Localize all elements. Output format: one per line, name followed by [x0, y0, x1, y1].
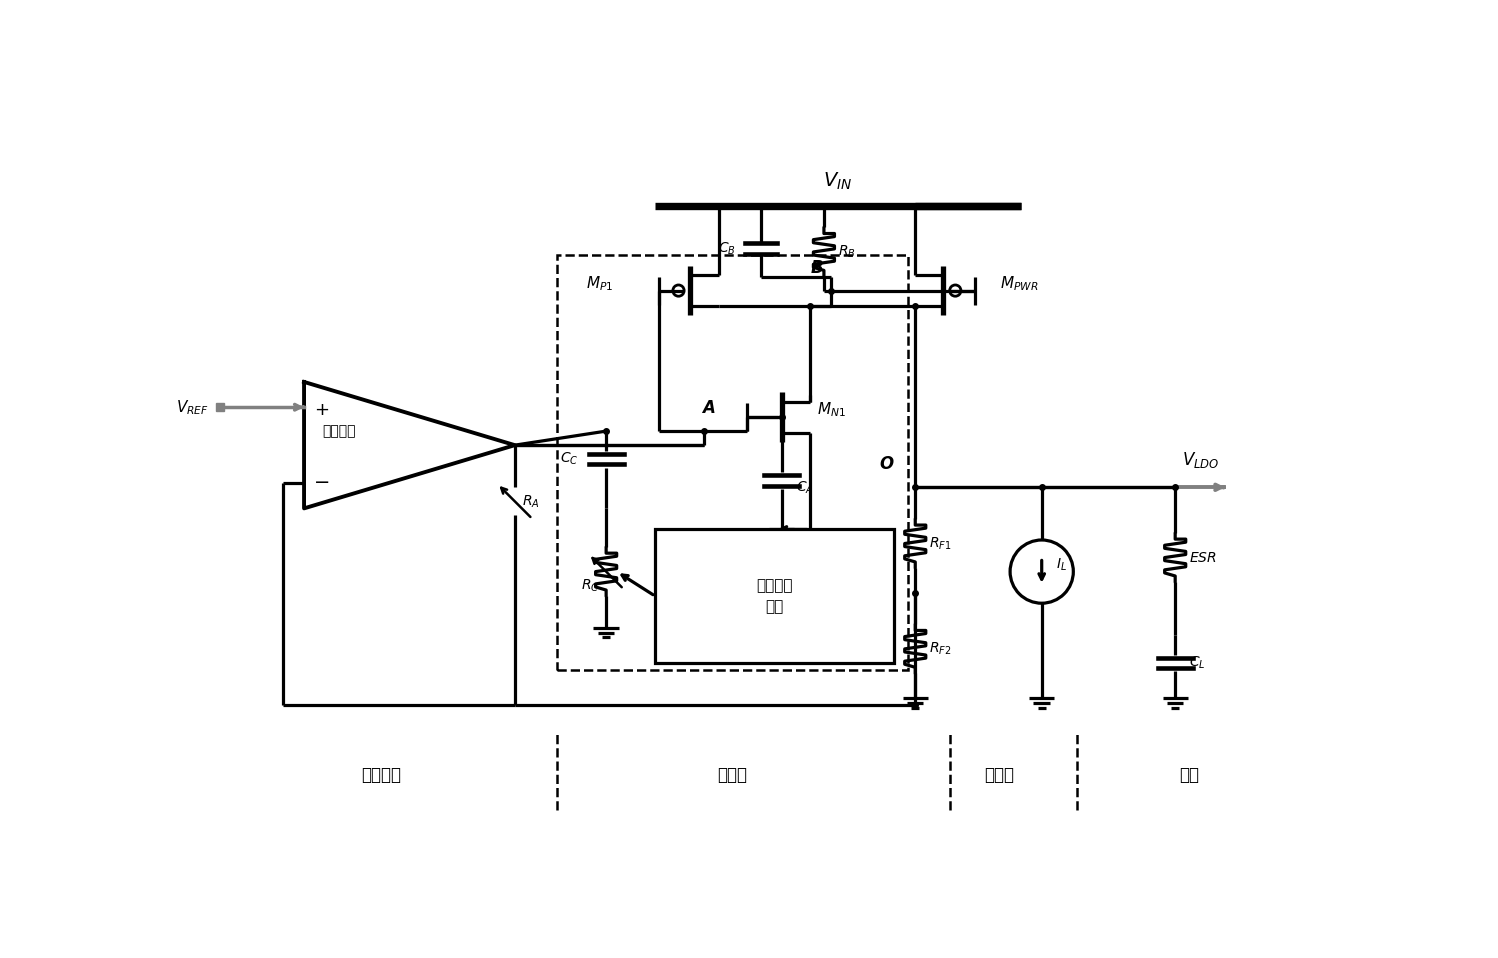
Text: $\boldsymbol{F}$: $\boldsymbol{F}$: [873, 577, 887, 594]
Text: $R_{F2}$: $R_{F2}$: [929, 641, 951, 657]
Text: 电流检测: 电流检测: [756, 579, 792, 593]
Text: $R_{F1}$: $R_{F1}$: [929, 536, 951, 552]
Text: $+$: $+$: [315, 401, 330, 419]
Text: $\boldsymbol{V_{IN}}$: $\boldsymbol{V_{IN}}$: [824, 171, 852, 193]
Text: 误差运放: 误差运放: [361, 766, 401, 785]
Text: $\boldsymbol{B}$: $\boldsymbol{B}$: [810, 260, 824, 277]
Text: $\boldsymbol{M_{N1}}$: $\boldsymbol{M_{N1}}$: [816, 400, 846, 420]
Text: $\boldsymbol{V_{REF}}$: $\boldsymbol{V_{REF}}$: [177, 398, 210, 417]
Text: $C_A$: $C_A$: [795, 479, 813, 495]
Text: $R_C$: $R_C$: [581, 578, 599, 594]
Text: $\boldsymbol{O}$: $\boldsymbol{O}$: [879, 456, 894, 473]
Text: $\boldsymbol{M_{PWR}}$: $\boldsymbol{M_{PWR}}$: [999, 274, 1038, 293]
Text: $C_L$: $C_L$: [1189, 654, 1206, 672]
Text: $R_B$: $R_B$: [837, 243, 855, 261]
Text: $\boldsymbol{V_{LDO}}$: $\boldsymbol{V_{LDO}}$: [1182, 449, 1219, 469]
Text: 缓冲级: 缓冲级: [718, 766, 748, 785]
Text: 误差运放: 误差运放: [322, 424, 357, 438]
Text: $\boldsymbol{A}$: $\boldsymbol{A}$: [701, 400, 715, 417]
Text: $R_A$: $R_A$: [521, 493, 539, 510]
Text: $I_L$: $I_L$: [1056, 557, 1067, 573]
Text: $C_B$: $C_B$: [719, 240, 736, 257]
Text: $ESR$: $ESR$: [1189, 551, 1218, 564]
Text: $\boldsymbol{M_{P1}}$: $\boldsymbol{M_{P1}}$: [586, 274, 613, 293]
Text: 驱动级: 驱动级: [984, 766, 1014, 785]
FancyBboxPatch shape: [655, 530, 894, 663]
Text: $-$: $-$: [313, 470, 330, 490]
Text: 元件: 元件: [765, 600, 783, 614]
Text: 负载: 负载: [1179, 766, 1200, 785]
Text: $C_C$: $C_C$: [560, 451, 578, 468]
